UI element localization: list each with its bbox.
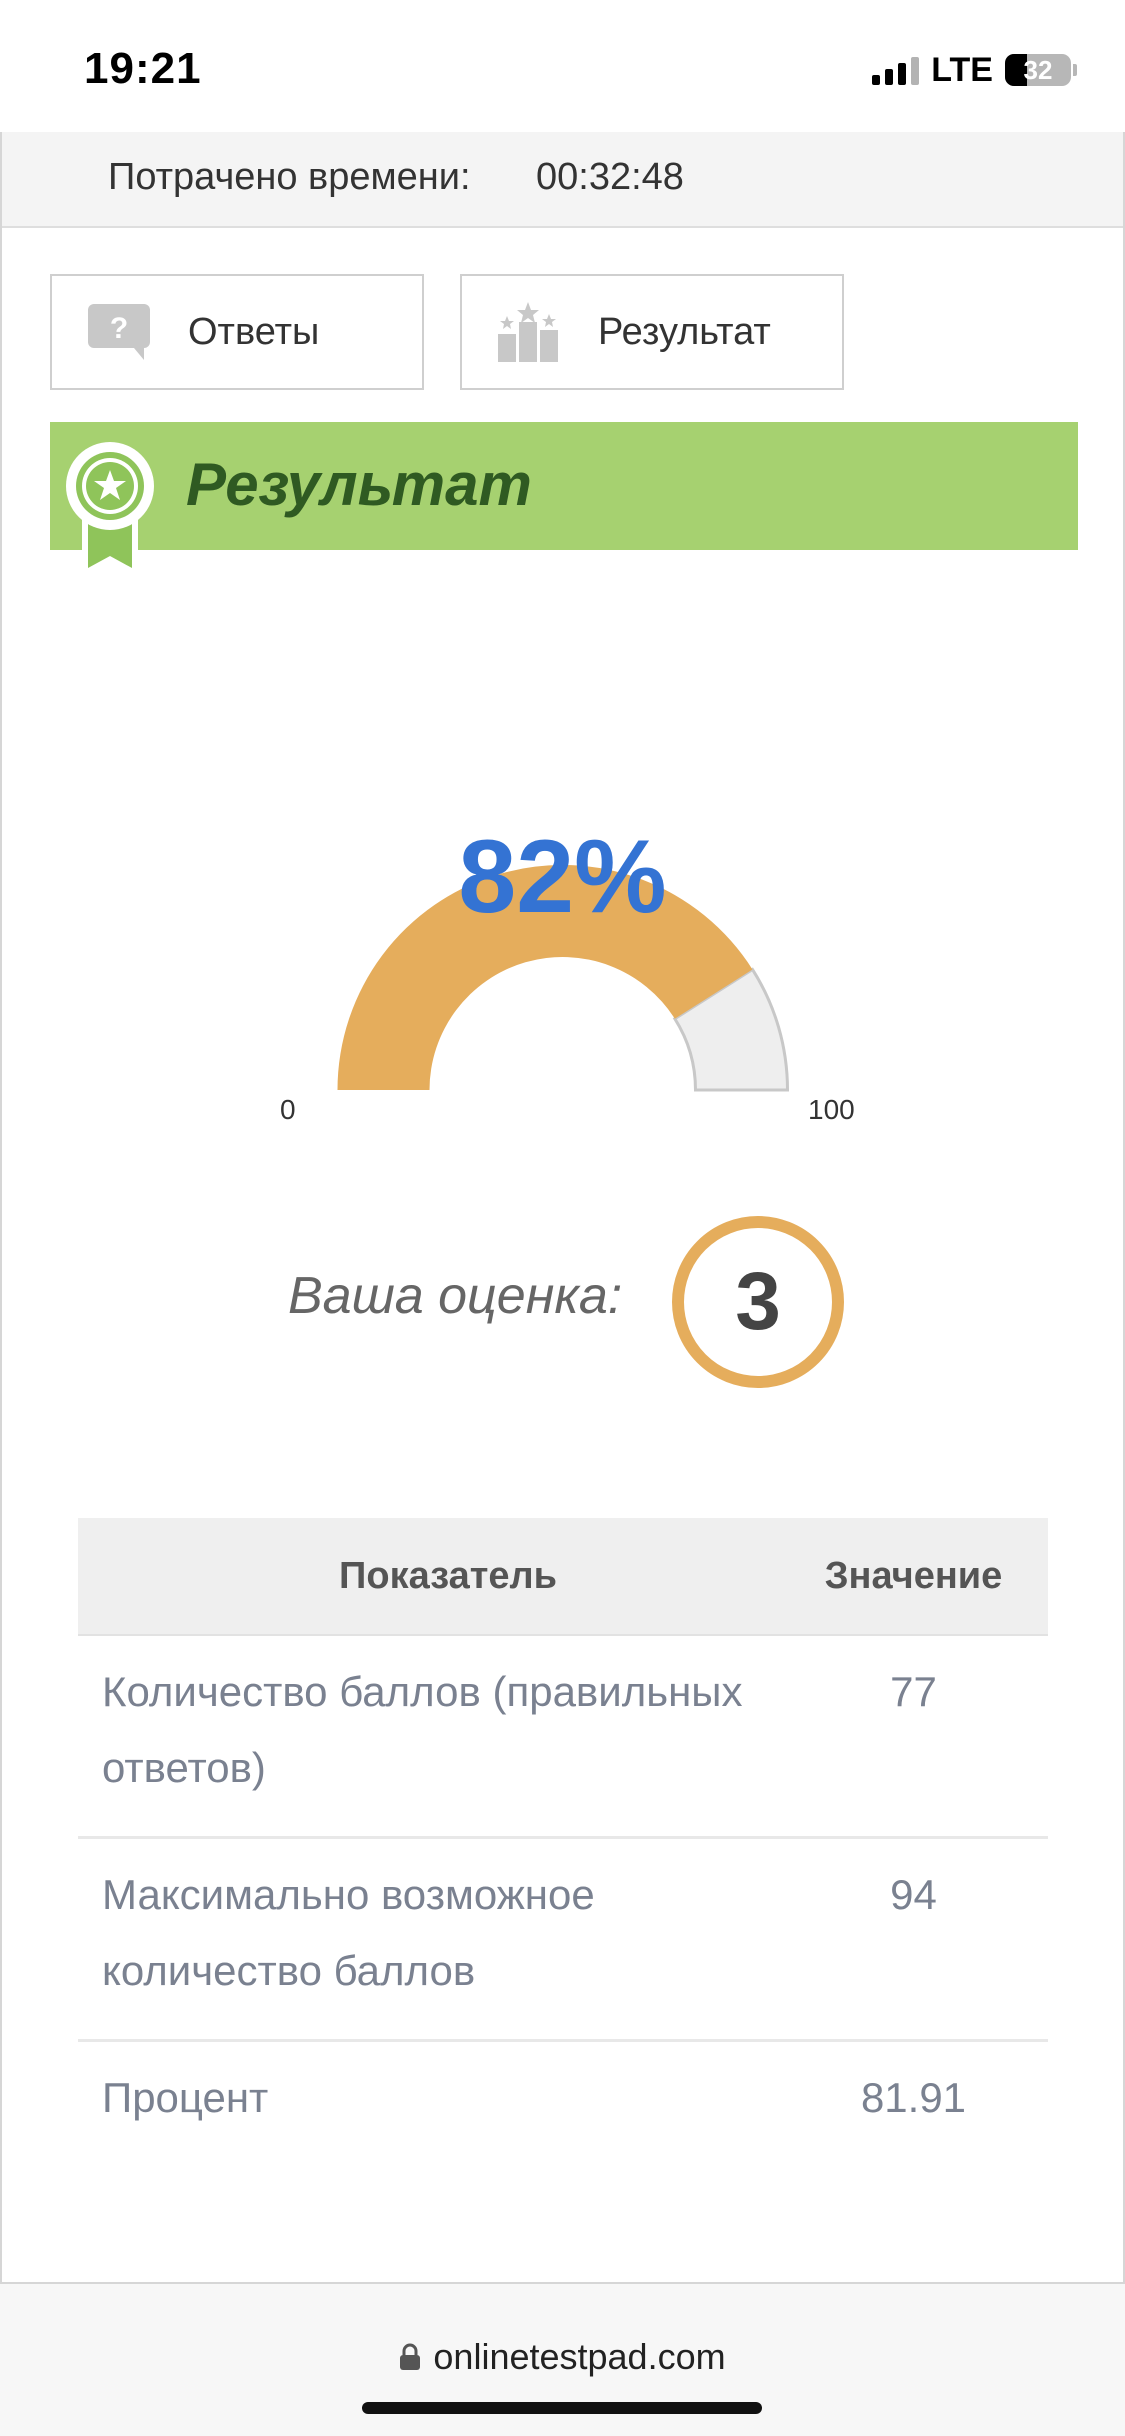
gauge-max-label: 100 [808,1094,855,1125]
stats-table: Показатель Значение Количество баллов (п… [78,1518,1048,2166]
table-row: Количество баллов (правильных ответов) 7… [78,1635,1048,1839]
column-header-value: Значение [779,1518,1048,1636]
table-header-row: Показатель Значение [78,1518,1048,1636]
result-button-label: Результат [598,310,771,353]
question-bubble-icon: ? [86,302,152,362]
result-button[interactable]: Результат [460,274,844,390]
answers-button[interactable]: ? Ответы [50,274,424,390]
score-gauge [337,865,790,1092]
svg-text:?: ? [110,312,128,345]
battery-level: 32 [1023,54,1053,85]
gauge-min-label: 0 [280,1094,296,1125]
row-label: Количество баллов (правильных ответов) [78,1635,779,1839]
award-badge-icon [64,440,156,580]
table-row: Максимально возможное количество баллов … [78,1837,1048,2042]
grade-value: 3 [735,1256,781,1347]
result-banner: Результат [50,422,1078,578]
home-indicator[interactable] [362,2402,762,2414]
row-label: Процент [102,2074,269,2121]
url-text: onlinetestpad.com [433,2336,726,2377]
browser-url-bar[interactable]: onlinetestpad.com [0,2284,1125,2436]
score-percent: 82% [458,819,667,935]
answers-button-label: Ответы [188,310,320,353]
row-value: 77 [779,1635,1048,1839]
lock-icon [399,2338,421,2380]
row-label: Максимально возможное количество баллов [78,1837,779,2042]
battery-icon: 32 [1005,54,1071,86]
grade-circle: 3 [672,1216,844,1388]
time-spent-label: Потрачено времени: [108,156,471,198]
row-value: 94 [779,1837,1048,2042]
gauge-remaining-arc [672,967,790,1092]
status-time: 19:21 [84,44,202,93]
row-value: 81.91 [860,2074,967,2121]
gauge-filled-arc [337,865,753,1090]
signal-icon [872,55,920,85]
time-spent-value: 00:32:48 [536,156,684,198]
network-type: LTE [931,50,993,89]
column-header-indicator: Показатель [78,1518,779,1636]
status-bar: 19:21 LTE 32 [0,0,1125,132]
table-row: Процент 81.91 [78,2041,1048,2167]
status-indicators: LTE 32 [872,48,1077,92]
time-spent-row: Потрачено времени: 00:32:48 [2,132,1123,228]
result-title: Результат [186,451,532,518]
podium-icon [494,300,562,364]
grade-label: Ваша оценка: [288,1267,623,1325]
